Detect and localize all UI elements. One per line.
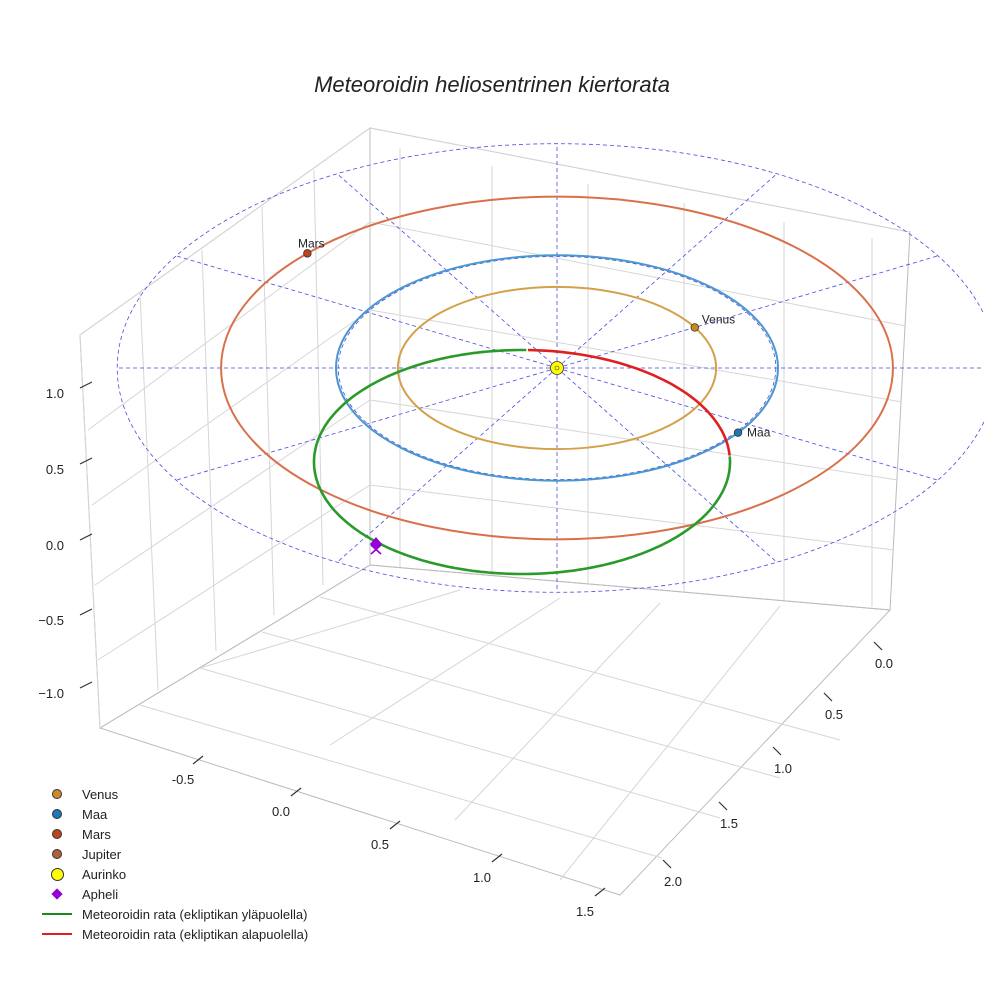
chart-title: Meteoroidin heliosentrinen kiertorata [314, 72, 670, 97]
legend-item-orbit-below: Meteoroidin rata (ekliptikan alapuolella… [40, 924, 308, 944]
x-tick-label-0: -0.5 [172, 772, 194, 787]
z-tick-mark-4 [79, 681, 93, 689]
legend-label-jupiter: Jupiter [82, 846, 122, 862]
grid-line-left-v-0 [79, 334, 101, 729]
y-tick-mark-1 [823, 692, 833, 702]
orbit-mars [220, 195, 894, 541]
z-tick-label-4: −1.0 [38, 686, 64, 701]
legend-label-maa: Maa [82, 806, 108, 822]
legend-label-aurinko: Aurinko [82, 866, 127, 882]
legend-label-orbit-below: Meteoroidin rata (ekliptikan alapuolella… [82, 926, 309, 942]
aphelion-projection-marker [370, 544, 382, 555]
grid-line-floor-y-1 [329, 597, 561, 746]
legend-item-jupiter: Jupiter [40, 844, 308, 864]
left-back-panel [79, 127, 371, 729]
sun-marker-core [554, 365, 560, 371]
y-tick-mark-3 [718, 801, 728, 811]
y-tick-label-4: 2.0 [664, 874, 682, 889]
planet-marker-venus [690, 323, 700, 332]
legend-label-mars: Mars [82, 826, 111, 842]
legend-marker-orbit-above [40, 904, 74, 924]
legend-item-apheli: Apheli [40, 884, 308, 904]
x-tick-mark-0 [192, 755, 204, 765]
legend-marker-apheli [40, 884, 74, 904]
legend-item-orbit-above: Meteoroidin rata (ekliptikan yläpuolella… [40, 904, 308, 924]
legend-item-venus: Venus [40, 784, 308, 804]
legend-marker-orbit-below [40, 924, 74, 944]
planet-marker-maa [733, 428, 743, 437]
legend-marker-maa [40, 804, 74, 824]
legend-item-aurinko: Aurinko [40, 864, 308, 884]
z-tick-mark-2 [79, 533, 93, 541]
legend: Venus Maa Mars Jupiter Aurinko Apheli Me… [40, 784, 308, 944]
z-tick-label-1: 0.5 [46, 462, 64, 477]
planet-label-maa: Maa [747, 426, 771, 440]
planet-label-venus: Venus [702, 312, 735, 326]
y-tick-mark-2 [772, 746, 782, 756]
x-tick-mark-4 [594, 887, 606, 897]
y-tick-mark-0 [873, 641, 883, 651]
grid-line-floor-y-3 [559, 605, 781, 881]
legend-label-orbit-above: Meteoroidin rata (ekliptikan yläpuolella… [82, 906, 308, 922]
grid-line-z-0 [79, 127, 911, 336]
y-tick-label-0: 0.0 [875, 656, 893, 671]
legend-marker-jupiter [40, 844, 74, 864]
y-tick-label-3: 1.5 [720, 816, 738, 831]
orbit-maa [335, 254, 779, 482]
grid-line-floor-x-2 [261, 631, 781, 779]
meteoroid-orbit-below [527, 348, 731, 456]
legend-item-maa: Maa [40, 804, 308, 824]
x-tick-label-3: 1.0 [473, 870, 491, 885]
legend-label-apheli: Apheli [82, 886, 119, 902]
grid-line-left-v-2 [201, 249, 217, 652]
grid-line-left-v-1 [139, 292, 159, 691]
z-tick-mark-3 [79, 608, 93, 616]
x-tick-label-1: 0.0 [272, 804, 290, 819]
x-tick-label-2: 0.5 [371, 837, 389, 852]
planet-label-mars: Mars [298, 236, 325, 250]
grid-line-left-v-4 [313, 169, 324, 586]
z-tick-mark-1 [79, 457, 93, 465]
planet-marker-mars [303, 249, 312, 258]
floor-panel [98, 564, 892, 896]
y-tick-label-1: 0.5 [825, 707, 843, 722]
orbit-venus [396, 285, 718, 451]
grid-line-floor-y-0 [199, 589, 461, 669]
legend-item-mars: Mars [40, 824, 308, 844]
grid-line-floor-x-3 [319, 596, 841, 741]
y-tick-label-2: 1.0 [774, 761, 792, 776]
z-tick-label-0: 1.0 [46, 386, 64, 401]
grid-line-floor-x-0 [139, 704, 663, 859]
x-tick-label-4: 1.5 [576, 904, 594, 919]
legend-label-venus: Venus [82, 786, 119, 802]
sun-marker [550, 361, 564, 375]
legend-marker-mars [40, 824, 74, 844]
y-tick-mark-4 [662, 859, 672, 869]
x-tick-mark-3 [491, 853, 503, 863]
z-tick-label-2: 0.0 [46, 538, 64, 553]
x-tick-mark-2 [389, 820, 401, 830]
grid-line-z-4 [97, 484, 895, 661]
grid-line-floor-y-2 [454, 602, 661, 821]
legend-marker-venus [40, 784, 74, 804]
grid-line-floor-x-1 [199, 667, 721, 819]
x-tick-mark-1 [290, 787, 302, 797]
grid-line-z-3 [94, 399, 899, 586]
z-tick-label-3: −0.5 [38, 613, 64, 628]
z-tick-mark-0 [79, 381, 93, 389]
legend-marker-aurinko [40, 864, 74, 884]
grid-line-z-2 [91, 309, 903, 506]
grid-line-z-1 [87, 221, 907, 431]
grid-line-left-v-3 [261, 206, 275, 616]
